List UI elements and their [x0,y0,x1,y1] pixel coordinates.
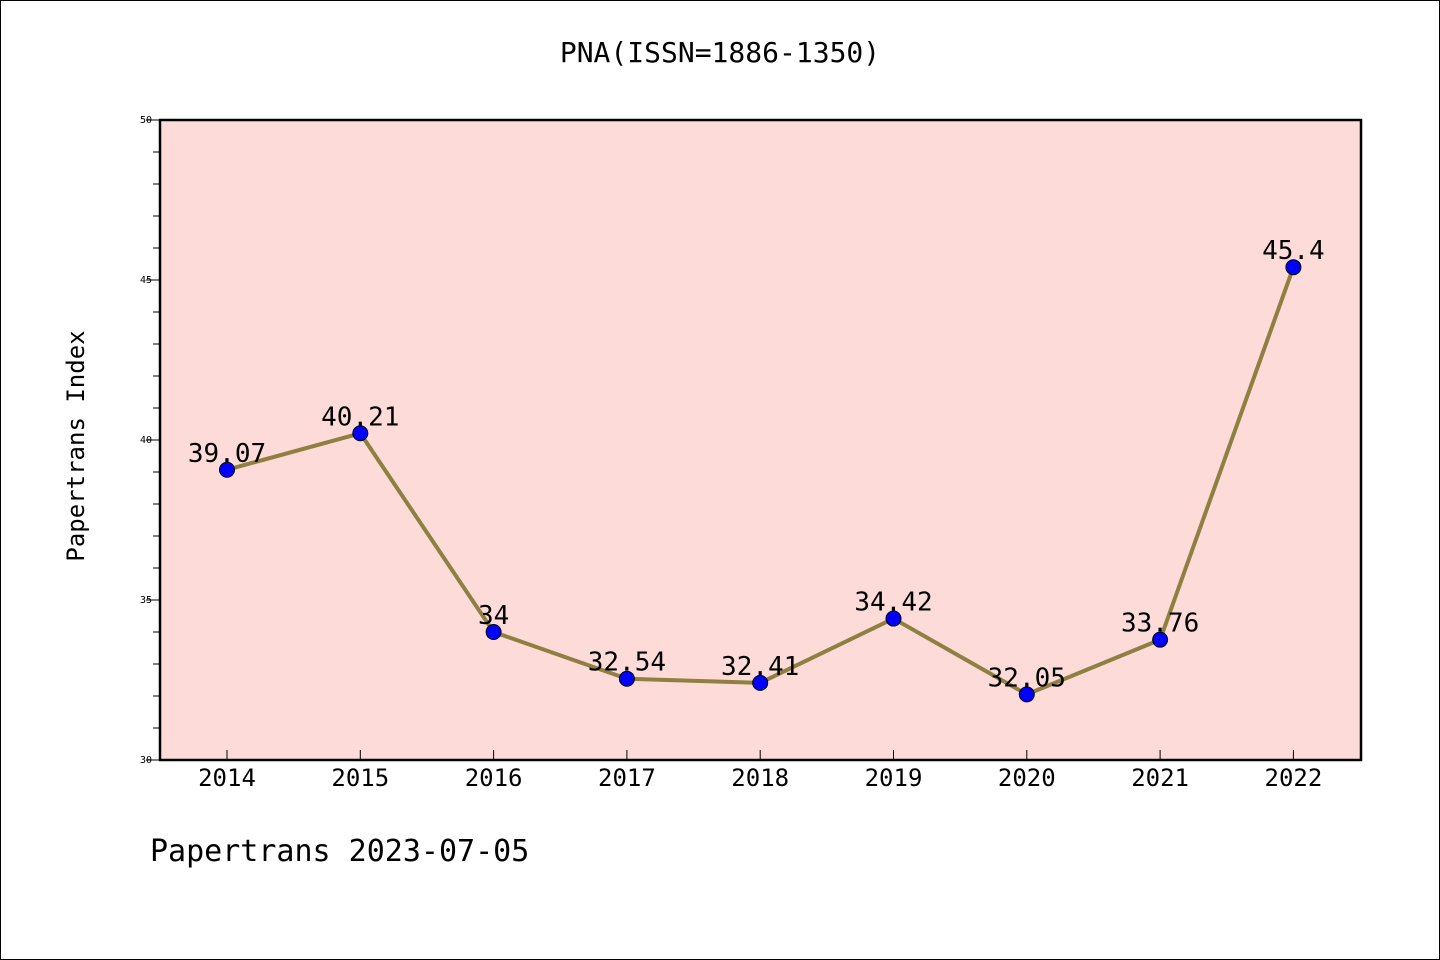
data-label: 32.54 [588,648,666,678]
chart-title: PNA(ISSN=1886-1350) [559,36,881,69]
data-point [219,461,235,478]
y-tick-label: 30 [140,755,152,766]
data-label: 32.05 [988,663,1066,693]
plot-border [158,118,1363,762]
data-label: 40.21 [321,402,399,432]
x-tick-label: 2018 [731,764,789,792]
x-tick-label: 2016 [465,764,523,792]
data-point [352,425,369,442]
data-label: 34 [478,601,509,631]
data-point [618,670,635,687]
data-point [1152,631,1169,648]
x-tick-label: 2020 [998,764,1056,792]
x-tick-label: 2014 [198,764,256,792]
y-tick-label: 40 [140,435,152,446]
y-tick-label: 45 [140,275,152,286]
data-label: 32.41 [721,652,799,682]
x-tick-label: 2022 [1265,764,1323,792]
x-tick-label: 2021 [1131,764,1189,792]
data-label: 33.76 [1121,609,1199,639]
footer-note: Papertrans 2023-07-05 [150,834,530,869]
x-tick-label: 2015 [331,764,389,792]
x-ticks: 2014 2015 2016 2017 2018 2019 2020 2021 2022 [198,750,1322,792]
y-tick-label: 50 [140,115,152,126]
data-label: 39.07 [188,439,266,469]
data-point [1285,259,1302,276]
data-point [752,674,769,691]
series-markers [219,259,1302,703]
data-point [1018,686,1035,703]
data-labels: 39.07 40.21 34 32.54 32.41 34.42 32.05 33.76 45.… [188,236,1325,693]
y-tick-label: 35 [140,595,152,606]
x-tick-label: 2019 [865,764,923,792]
data-point [485,624,502,640]
y-major-ticks: 30 35 40 45 50 [140,115,160,766]
data-label: 45.4 [1262,236,1325,266]
x-tick-label: 2017 [598,764,656,792]
data-label: 34.42 [854,588,932,618]
data-point [885,610,902,627]
